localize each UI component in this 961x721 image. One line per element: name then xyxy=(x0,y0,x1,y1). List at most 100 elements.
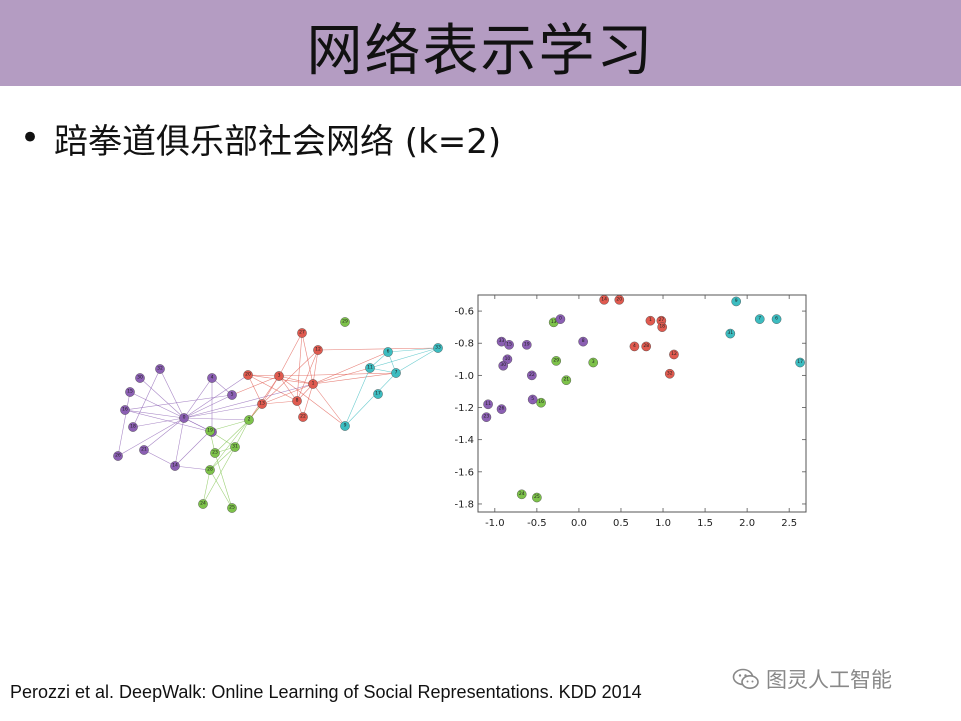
network-node-circle xyxy=(227,503,237,513)
network-node-circle xyxy=(170,461,180,471)
scatter-point: 15 xyxy=(504,340,514,350)
network-node-label: 13 xyxy=(259,401,265,407)
scatter-point: 1 xyxy=(645,315,656,326)
network-edge xyxy=(209,469,233,509)
scatter-point-label: 28 xyxy=(643,343,649,349)
network-node-label: 28 xyxy=(207,467,213,473)
scatter-point: 9 xyxy=(731,296,741,307)
scatter-point: 4 xyxy=(629,341,640,352)
bullet-text: 踣拳道俱乐部社会网络 (k=2) xyxy=(54,121,502,162)
scatter-point: 22 xyxy=(527,370,537,381)
network-edge xyxy=(231,375,280,396)
scatter-point-label: 17 xyxy=(797,359,803,365)
network-node-label: 26 xyxy=(115,453,121,459)
scatter-point-label: 12 xyxy=(671,351,677,357)
network-node: 9 xyxy=(340,421,350,431)
network-node-label: 4 xyxy=(211,375,214,381)
network-node-label: 14 xyxy=(172,463,178,469)
network-node: 8 xyxy=(292,396,302,406)
network-node-circle xyxy=(433,343,443,353)
scatter-point: 28 xyxy=(641,341,652,352)
network-edge xyxy=(132,368,161,428)
karate-network-graph: 0123456789101112131415161718192021222324… xyxy=(113,317,443,513)
scatter-point-label: 27 xyxy=(658,317,664,323)
scatter-point-marker xyxy=(629,341,640,352)
network-edge xyxy=(261,383,314,405)
scatter-point-label: 4 xyxy=(633,343,636,349)
network-node-label: 29 xyxy=(342,319,348,325)
scatter-point-label: 18 xyxy=(659,324,665,330)
network-node-circle xyxy=(155,364,165,374)
network-edge xyxy=(302,383,314,418)
network-node-circle xyxy=(210,448,220,458)
network-node: 4 xyxy=(207,373,217,383)
network-edge xyxy=(143,417,185,451)
network-node: 6 xyxy=(383,347,393,357)
slide-title: 网络表示学习 xyxy=(306,19,655,84)
x-tick-label: 1.5 xyxy=(697,518,713,529)
network-edge xyxy=(124,394,233,411)
scatter-point-marker xyxy=(536,397,546,408)
y-tick-label: -0.8 xyxy=(454,339,474,350)
network-edge xyxy=(117,417,185,457)
network-node-circle xyxy=(113,451,123,461)
y-tick-label: -1.2 xyxy=(454,403,474,414)
network-node: 5 xyxy=(227,390,237,400)
network-node-circle xyxy=(340,317,350,327)
network-edge xyxy=(174,417,185,467)
scatter-point: 21 xyxy=(561,375,572,385)
network-node-label: 5 xyxy=(231,392,234,398)
scatter-point-label: 33 xyxy=(499,338,505,344)
network-node-circle xyxy=(128,422,138,432)
scatter-point: 3 xyxy=(588,357,599,368)
scatter-point-label: 23 xyxy=(484,414,490,420)
network-edge xyxy=(301,332,314,385)
network-node-label: 0 xyxy=(183,415,186,421)
scatter-point-label: 25 xyxy=(534,494,540,500)
plot-frame xyxy=(477,294,807,513)
scatter-point-label: 21 xyxy=(563,377,569,383)
network-node: 17 xyxy=(373,389,383,399)
y-tick-label: -1.6 xyxy=(454,467,474,478)
y-tick-label: -1.4 xyxy=(454,435,474,446)
scatter-point: 6 xyxy=(771,314,782,324)
network-edge xyxy=(278,375,314,385)
network-node-circle xyxy=(298,412,308,422)
network-node: 15 xyxy=(125,387,135,397)
network-node-circle xyxy=(227,390,237,400)
network-node-circle xyxy=(297,328,307,338)
network-node: 18 xyxy=(128,422,138,432)
scatter-point-marker xyxy=(657,322,667,332)
scatter-point: 33 xyxy=(496,336,507,347)
x-tick-label: 0.5 xyxy=(613,518,629,529)
network-edge xyxy=(209,419,250,471)
network-node-circle xyxy=(340,421,350,431)
scatter-point-label: 29 xyxy=(553,357,559,363)
network-edge xyxy=(202,446,236,505)
network-edge xyxy=(369,347,439,369)
x-tick-label: 0.0 xyxy=(571,518,587,529)
scatter-point-label: 5 xyxy=(531,396,534,402)
scatter-point: 16 xyxy=(536,397,546,408)
scatter-point: 11 xyxy=(483,399,493,410)
watermark: 图灵人工智能 xyxy=(732,663,892,695)
network-node-circle xyxy=(230,442,240,452)
network-node: 0 xyxy=(179,413,189,423)
network-nodes: 0123456789101112131415161718192021222324… xyxy=(113,317,443,513)
network-node-circle xyxy=(373,389,383,399)
scatter-point-marker xyxy=(498,360,509,371)
network-node-circle xyxy=(120,405,130,415)
network-node-label: 6 xyxy=(387,349,390,355)
scatter-point: 0 xyxy=(555,314,566,324)
scatter-point-label: 6 xyxy=(775,316,778,322)
network-edge xyxy=(247,374,280,377)
network-edge xyxy=(278,375,298,402)
scatter-point: 30 xyxy=(498,360,509,371)
scatter-point-marker xyxy=(641,341,652,352)
network-node-circle xyxy=(292,396,302,406)
network-node: 14 xyxy=(170,461,180,471)
watermark-text: 图灵人工智能 xyxy=(766,668,892,692)
network-edge xyxy=(183,417,250,421)
